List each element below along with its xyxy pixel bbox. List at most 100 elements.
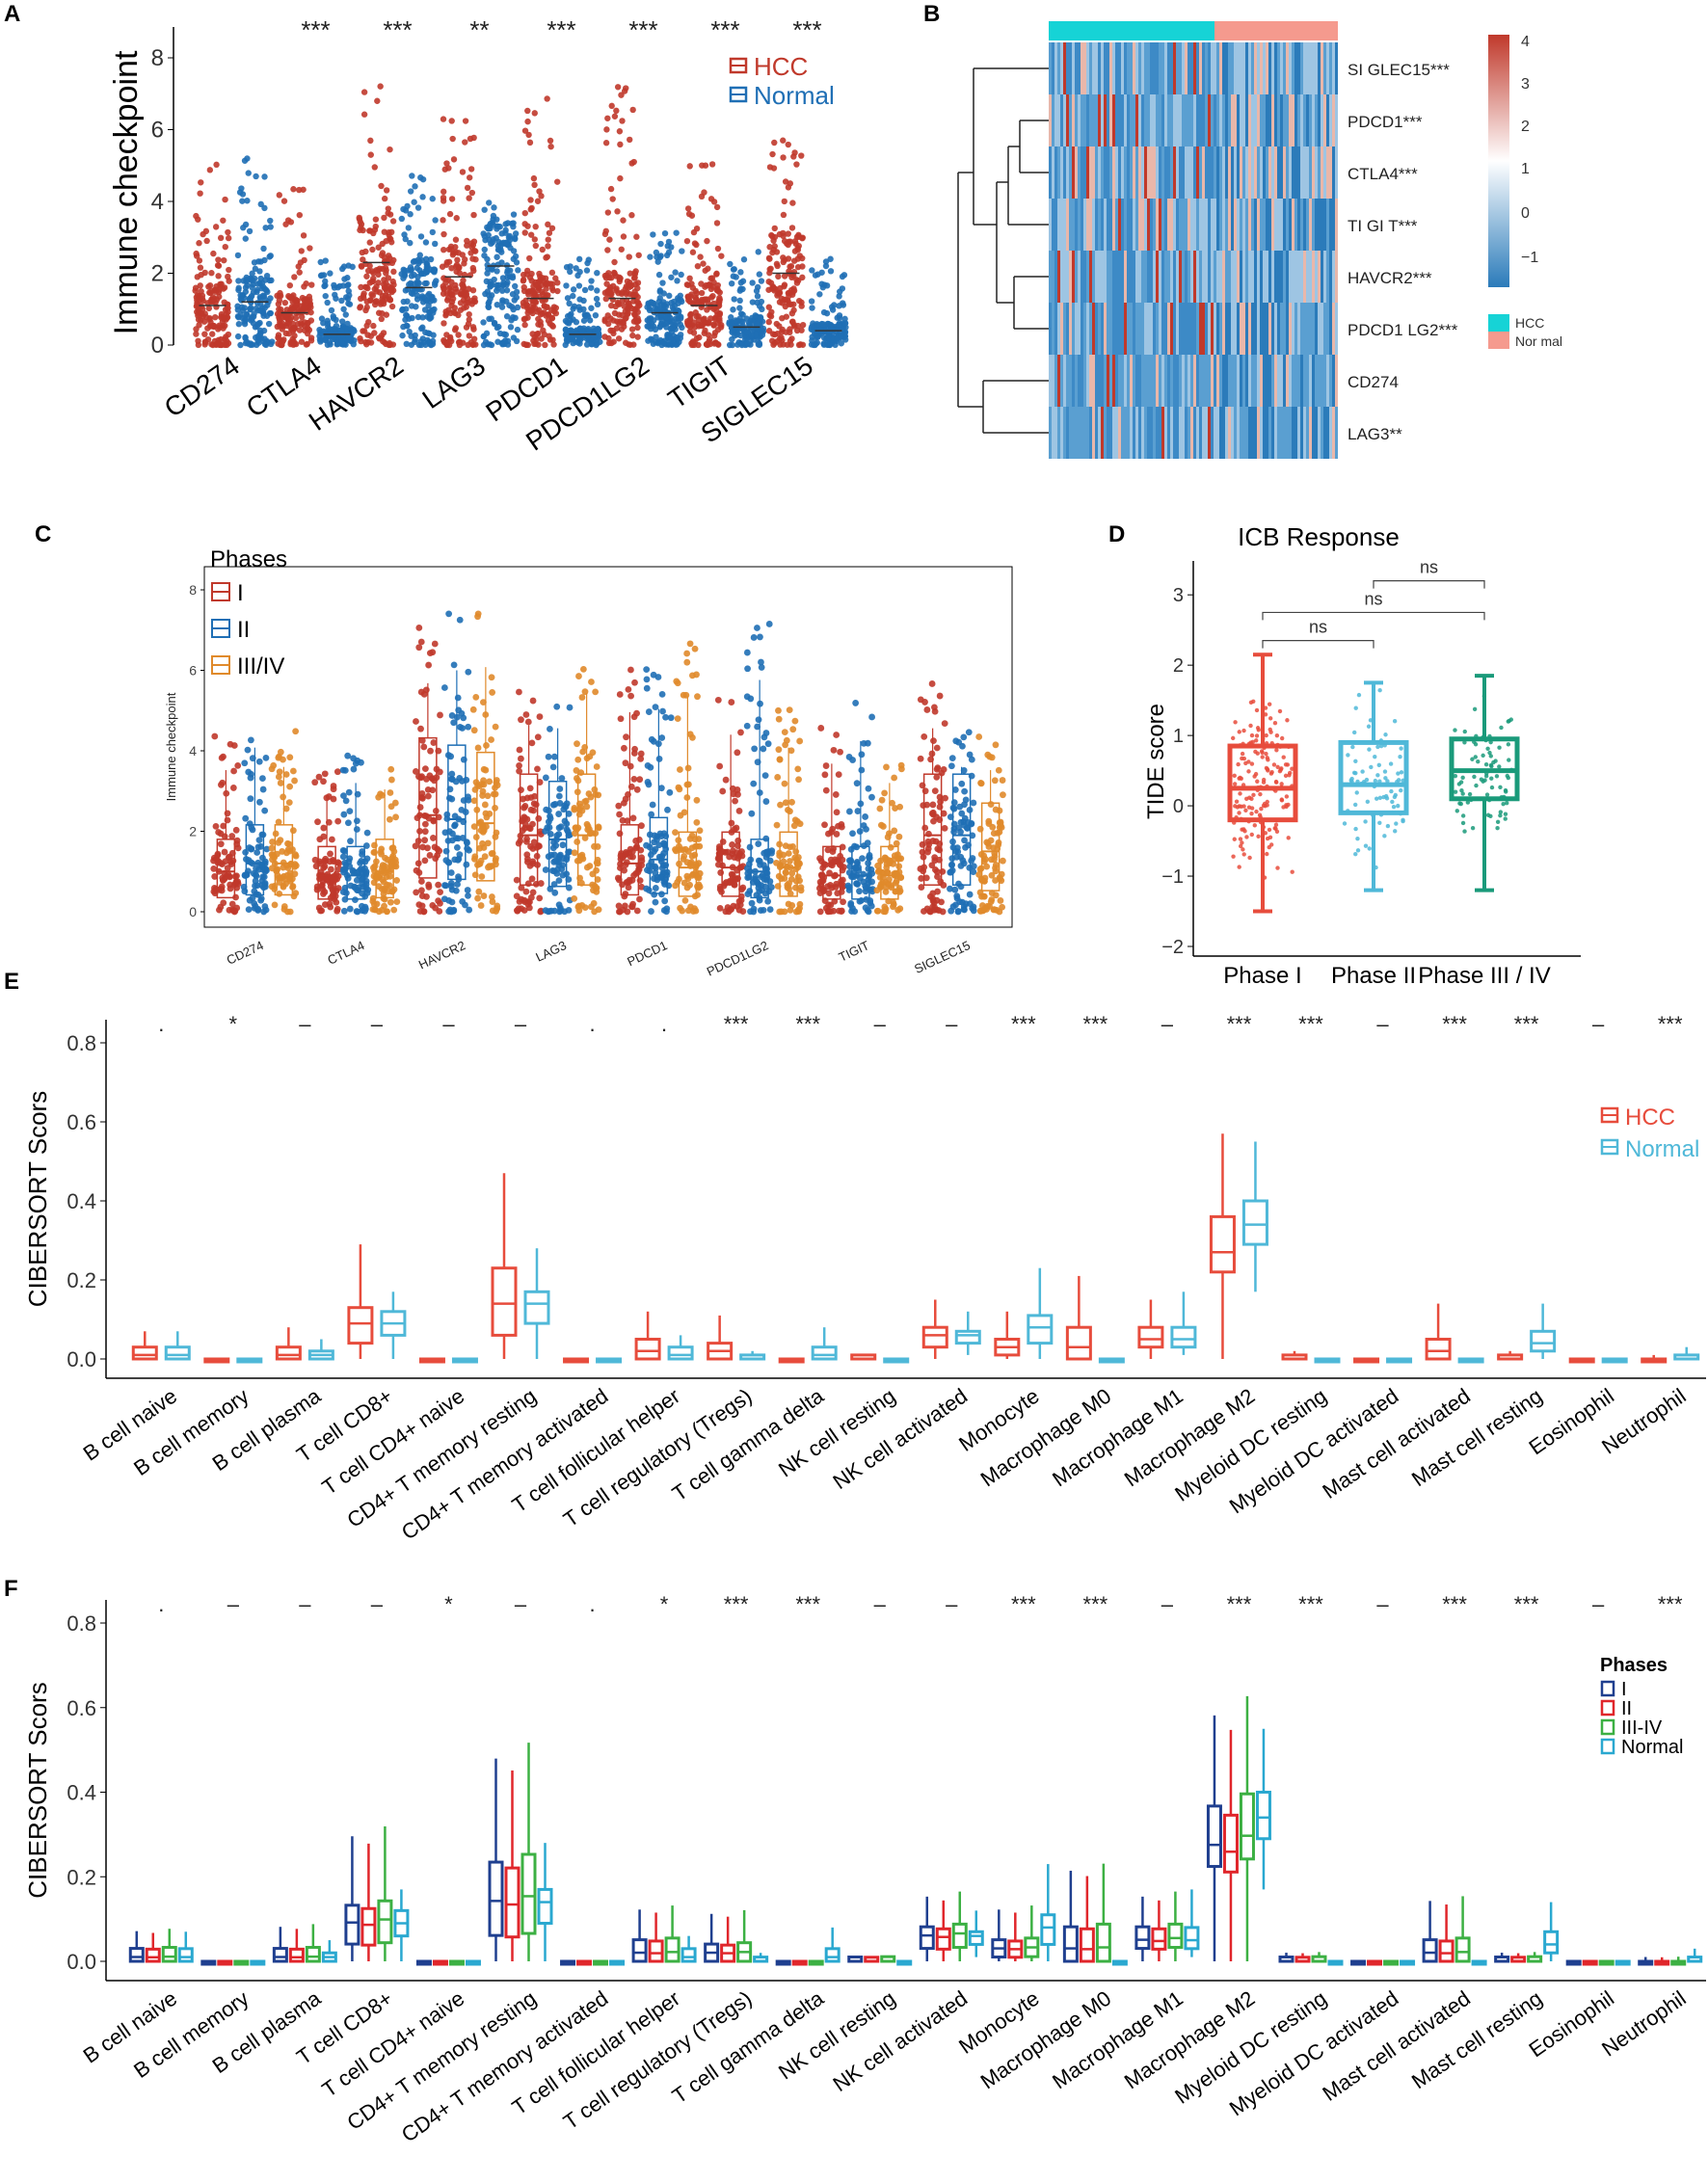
heatmap-cell xyxy=(1095,355,1098,407)
data-point xyxy=(486,315,493,323)
data-point xyxy=(674,715,681,723)
data-point xyxy=(464,184,471,192)
heatmap-cell xyxy=(1257,303,1260,355)
heatmap-cell xyxy=(1231,146,1234,199)
data-point xyxy=(448,118,455,124)
heatmap-cell xyxy=(1185,251,1188,303)
data-point xyxy=(254,333,262,340)
data-point xyxy=(608,339,615,347)
data-point xyxy=(615,902,623,910)
heatmap-cell xyxy=(1127,355,1130,407)
heatmap-cell xyxy=(1294,42,1297,94)
data-point xyxy=(413,866,420,874)
heatmap-cell xyxy=(1286,42,1289,94)
heatmap-cell xyxy=(1112,199,1115,251)
data-point xyxy=(503,239,510,246)
heatmap-cell xyxy=(1069,42,1072,94)
data-point xyxy=(387,765,395,773)
data-point xyxy=(707,275,714,282)
data-point xyxy=(454,694,462,702)
data-point xyxy=(298,248,305,254)
data-point xyxy=(447,869,455,876)
data-point xyxy=(692,294,700,302)
heatmap-cell xyxy=(1124,146,1127,199)
heatmap-cell xyxy=(1188,42,1190,94)
data-point xyxy=(700,316,707,323)
heatmap-cell xyxy=(1060,355,1063,407)
heatmap-cell xyxy=(1104,42,1107,94)
data-point xyxy=(254,882,261,890)
heatmap-cell xyxy=(1240,42,1242,94)
heatmap-cell xyxy=(1222,42,1225,94)
heatmap-cell xyxy=(1283,251,1286,303)
data-point xyxy=(287,219,295,226)
data-point xyxy=(796,737,804,745)
data-point xyxy=(684,848,692,855)
heatmap-cell xyxy=(1306,199,1309,251)
data-point xyxy=(554,178,561,185)
data-point xyxy=(339,846,347,854)
panel-letter: C xyxy=(35,521,51,547)
data-point xyxy=(247,736,254,744)
heatmap-cell xyxy=(1216,355,1219,407)
data-point xyxy=(454,256,461,263)
data-point xyxy=(241,759,249,767)
data-point xyxy=(375,334,383,341)
data-point xyxy=(353,908,360,915)
heatmap-cell xyxy=(1216,251,1219,303)
data-point xyxy=(246,227,254,235)
data-point xyxy=(595,906,602,914)
x-tick-label: CD274 xyxy=(225,938,266,968)
heatmap-cell xyxy=(1214,146,1216,199)
heatmap-cell xyxy=(1202,94,1205,146)
data-point xyxy=(578,694,586,701)
heatmap-cell xyxy=(1321,199,1323,251)
data-point xyxy=(621,744,627,752)
data-point xyxy=(440,188,447,196)
data-point xyxy=(453,843,461,851)
data-point xyxy=(822,262,830,270)
data-point xyxy=(688,672,696,679)
data-point xyxy=(255,758,263,765)
heatmap-cell xyxy=(1286,407,1289,459)
data-point xyxy=(220,822,227,830)
heatmap-cell xyxy=(1170,146,1173,199)
heatmap-cell xyxy=(1196,355,1199,407)
data-point xyxy=(619,816,627,824)
data-point xyxy=(429,196,436,202)
data-point xyxy=(654,258,661,265)
heatmap-cell xyxy=(1072,146,1075,199)
data-point xyxy=(277,780,284,786)
data-point xyxy=(499,275,507,281)
data-point xyxy=(242,235,249,242)
data-point xyxy=(235,286,242,294)
data-point xyxy=(387,228,395,236)
heatmap-cell xyxy=(1335,42,1338,94)
data-point xyxy=(322,278,329,285)
data-point xyxy=(574,740,580,748)
data-point xyxy=(659,280,666,286)
data-point xyxy=(657,240,664,248)
heatmap-cell xyxy=(1260,303,1263,355)
heatmap-cell xyxy=(1257,199,1260,251)
data-point xyxy=(609,327,617,334)
data-point xyxy=(595,791,602,799)
data-point xyxy=(440,230,447,238)
heatmap-cell xyxy=(1115,199,1118,251)
data-point xyxy=(470,727,478,734)
heatmap-cell xyxy=(1274,407,1277,459)
heatmap-cell xyxy=(1124,407,1127,459)
data-point xyxy=(319,886,327,893)
data-point xyxy=(474,744,482,752)
data-point xyxy=(648,299,655,306)
data-point xyxy=(553,832,561,839)
data-point xyxy=(324,320,332,328)
heatmap-cell xyxy=(1107,355,1109,407)
data-point xyxy=(729,841,735,848)
data-point xyxy=(232,826,240,834)
data-point xyxy=(448,770,456,778)
heatmap-cell xyxy=(1234,355,1237,407)
data-point xyxy=(691,645,699,652)
data-point xyxy=(713,203,721,211)
color-scale-label: 2 xyxy=(1521,119,1530,135)
